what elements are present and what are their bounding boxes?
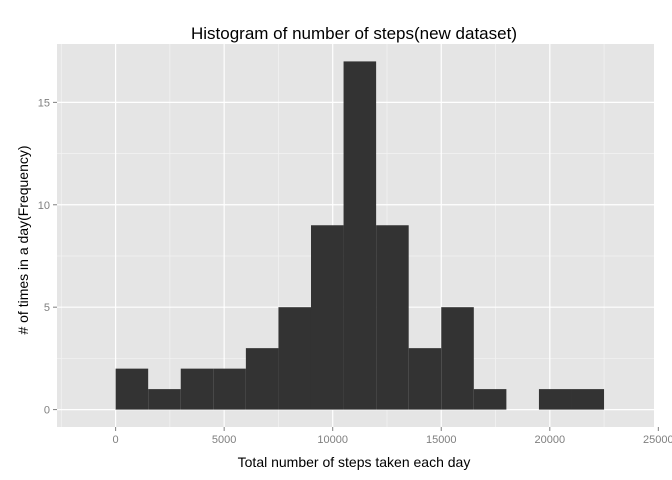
- histogram-bar: [408, 348, 442, 410]
- histogram-bar: [213, 368, 246, 410]
- x-tick-label: 5000: [212, 434, 236, 446]
- x-axis-title: Total number of steps taken each day: [238, 454, 471, 470]
- x-tick-label: 15000: [426, 434, 457, 446]
- histogram-bar: [180, 368, 214, 410]
- y-axis-title: # of times in a day(Frequency): [15, 145, 31, 334]
- histogram-bar: [538, 389, 572, 410]
- histogram-bars: [115, 61, 605, 410]
- chart-title: Histogram of number of steps(new dataset…: [191, 24, 517, 43]
- histogram-bar: [148, 389, 181, 410]
- y-axis: 0 5 10 15: [38, 97, 57, 417]
- y-tick-label: 15: [38, 97, 50, 109]
- histogram-bar: [441, 307, 474, 410]
- x-tick-label: 10000: [317, 434, 348, 446]
- x-tick-label: 0: [113, 434, 119, 446]
- histogram-bar: [115, 368, 149, 410]
- y-tick-label: 5: [44, 302, 50, 314]
- histogram-bar: [278, 307, 311, 410]
- x-tick-label: 25000: [643, 434, 672, 446]
- histogram-bar: [245, 348, 279, 410]
- histogram-bar: [571, 389, 605, 410]
- x-tick-label: 20000: [534, 434, 565, 446]
- y-tick-label: 0: [44, 405, 50, 417]
- histogram-bar: [343, 61, 377, 410]
- x-axis: 0 5000 10000 15000 20000 25000: [113, 427, 672, 446]
- histogram-bar: [310, 225, 344, 410]
- y-tick-label: 10: [38, 200, 50, 212]
- histogram-bar: [376, 225, 409, 410]
- histogram-bar: [473, 389, 507, 410]
